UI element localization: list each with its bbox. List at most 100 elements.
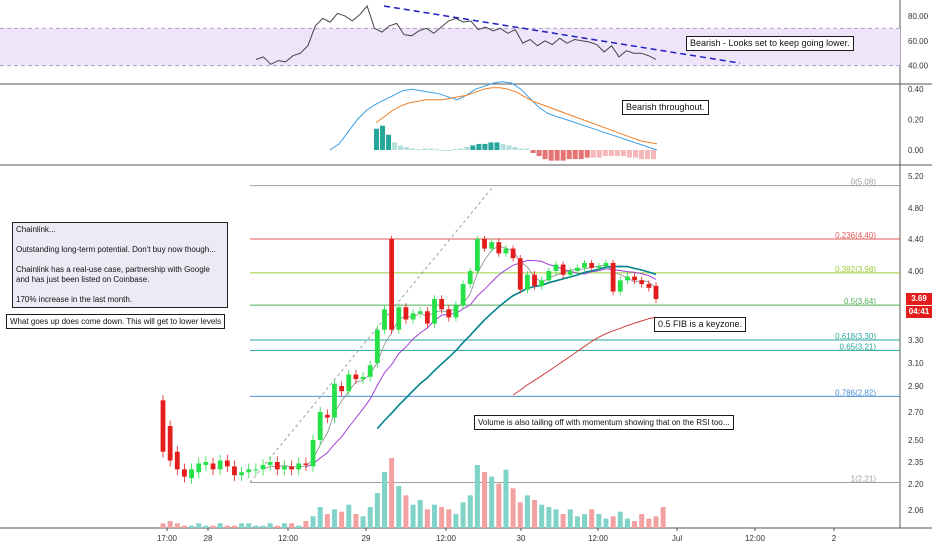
main-note-line: Chainlink... bbox=[16, 225, 56, 234]
candle-body bbox=[446, 309, 452, 318]
main-note-line: Outstanding long-term potential. Don't b… bbox=[16, 245, 216, 254]
main-note-line bbox=[16, 285, 224, 295]
macd-histogram-bar bbox=[446, 150, 452, 151]
candle-body bbox=[167, 426, 173, 461]
price-tick-label: 2.06 bbox=[908, 506, 924, 515]
macd-histogram-bar bbox=[410, 148, 416, 150]
candle-body bbox=[403, 307, 409, 320]
macd-line bbox=[329, 81, 658, 151]
price-pane: 0(5.08) 0.236(4.40) 0.382(3.98) 0.5(3.64) 0.… bbox=[160, 178, 900, 528]
grid bbox=[0, 0, 932, 529]
volume-bar bbox=[639, 514, 645, 528]
candle-body bbox=[360, 376, 366, 380]
candle-body bbox=[496, 242, 502, 254]
candle-body bbox=[524, 274, 530, 290]
candle-body bbox=[303, 463, 309, 465]
candle-body bbox=[374, 329, 380, 363]
macd-pane bbox=[329, 81, 658, 161]
macd-histogram-bar bbox=[494, 142, 500, 150]
volume-bar bbox=[532, 500, 538, 528]
candle-body bbox=[274, 462, 280, 470]
volume-bar bbox=[174, 523, 180, 528]
volume-bar bbox=[331, 509, 337, 528]
macd-histogram-bar bbox=[536, 150, 542, 157]
candle-body bbox=[382, 309, 387, 330]
macd-tick-label: 0.40 bbox=[908, 85, 924, 94]
fib-level-label: 1(2.21) bbox=[851, 475, 877, 484]
candle-body bbox=[189, 469, 194, 479]
volume-bar bbox=[596, 514, 602, 528]
candle-body bbox=[560, 264, 566, 275]
volume-bar bbox=[624, 518, 630, 528]
volume-bar bbox=[360, 516, 366, 528]
volume-bar bbox=[281, 523, 287, 528]
candle-body bbox=[339, 386, 345, 392]
candle-body bbox=[253, 469, 259, 471]
macd-histogram-bar bbox=[392, 142, 398, 150]
volume-bar bbox=[389, 458, 395, 528]
macd-histogram-bar bbox=[554, 150, 560, 161]
volume-bar bbox=[260, 525, 266, 528]
fib-level-label: 0.382(3.98) bbox=[835, 265, 876, 274]
volume-bar bbox=[317, 507, 323, 528]
fib-level-label: 0.618(3.30) bbox=[835, 332, 876, 341]
volume-bar bbox=[489, 476, 495, 528]
price-axis: 80.00 60.00 40.00 0.40 0.20 0.00 5.20 4.80 4.40 4… bbox=[908, 12, 929, 515]
volume-bar bbox=[546, 507, 552, 528]
volume-bar bbox=[610, 516, 616, 528]
macd-histogram-bar bbox=[476, 143, 482, 150]
time-tick-label: 12:00 bbox=[588, 534, 609, 543]
macd-histogram-bar bbox=[608, 150, 614, 157]
volume-bar bbox=[589, 509, 595, 528]
time-tick-label: Jul bbox=[672, 534, 682, 543]
candle-body bbox=[482, 239, 487, 249]
macd-histogram-bar bbox=[500, 143, 506, 150]
rsi-tick-label: 60.00 bbox=[908, 37, 929, 46]
candle-body bbox=[417, 311, 423, 314]
time-axis: 17:00 28 12:00 29 12:00 30 12:00 Jul 12:00 2 bbox=[157, 528, 837, 543]
price-tick-label: 4.00 bbox=[908, 267, 924, 276]
macd-histogram-bar bbox=[584, 150, 590, 158]
fib-level-label: 0.5(3.64) bbox=[844, 297, 876, 306]
candle-body bbox=[467, 271, 473, 285]
time-tick-label: 30 bbox=[517, 534, 526, 543]
volume-bar bbox=[503, 469, 509, 528]
rsi-line bbox=[255, 4, 657, 65]
macd-histogram-bar bbox=[512, 146, 518, 150]
candle-body bbox=[174, 451, 180, 470]
macd-histogram-bar bbox=[530, 150, 536, 154]
price-tick-label: 2.50 bbox=[908, 436, 924, 445]
volume-bar bbox=[381, 472, 387, 528]
volume-bar bbox=[274, 525, 280, 528]
macd-histogram-bar bbox=[644, 150, 650, 160]
volume-bar bbox=[267, 523, 273, 528]
price-tick-label: 4.80 bbox=[908, 204, 924, 213]
macd-histogram-bar bbox=[506, 145, 512, 150]
volume-bar bbox=[482, 472, 488, 528]
time-tick-label: 2 bbox=[832, 534, 837, 543]
volume-bar bbox=[524, 495, 530, 528]
candle-body bbox=[182, 469, 187, 477]
macd-histogram-bar bbox=[578, 150, 584, 160]
candle-body bbox=[239, 472, 244, 476]
fib-level-label: 0(5.08) bbox=[851, 178, 877, 187]
volume-bar bbox=[460, 502, 466, 528]
candle-body bbox=[310, 440, 316, 467]
main-note-line: and has just been listed on Coinbase. bbox=[16, 275, 150, 284]
volume-bar bbox=[196, 523, 202, 528]
volume-bar bbox=[646, 518, 652, 528]
rsi-trendline bbox=[383, 5, 741, 64]
time-tick-label: 12:00 bbox=[436, 534, 457, 543]
volume-bar bbox=[582, 514, 588, 528]
candle-body bbox=[503, 248, 509, 254]
candle-body bbox=[439, 299, 445, 310]
macd-annotation: Bearish throughout. bbox=[622, 100, 709, 115]
macd-tick-label: 0.00 bbox=[908, 146, 924, 155]
main-annotation: Chainlink... Outstanding long-term poten… bbox=[12, 222, 228, 308]
volume-bar bbox=[574, 516, 580, 528]
candle-body bbox=[160, 400, 166, 452]
ma-red-line bbox=[512, 316, 657, 396]
main-note-line: 170% increase in the last month. bbox=[16, 295, 133, 304]
volume-bar bbox=[353, 514, 359, 528]
